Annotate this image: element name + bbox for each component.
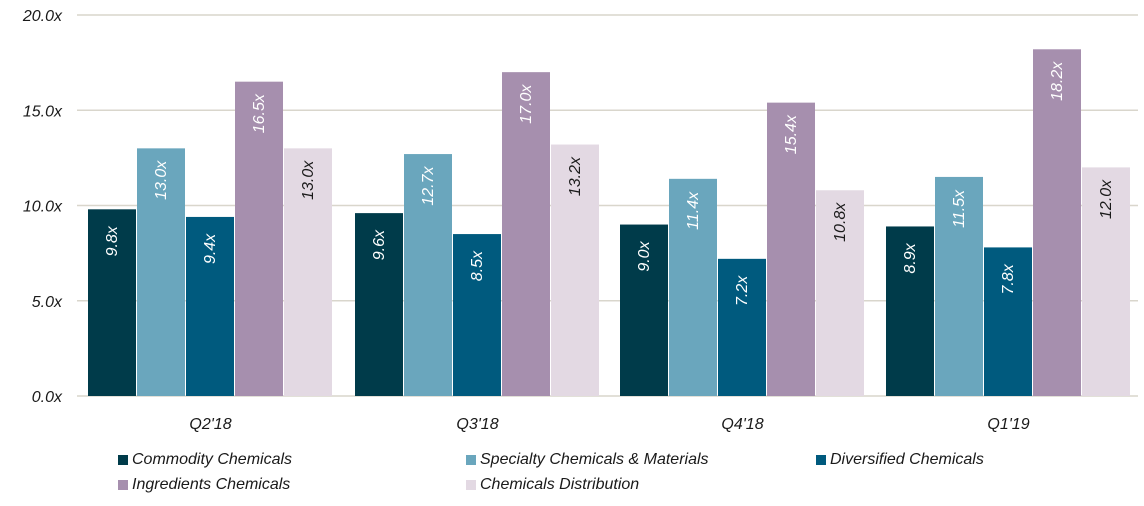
bar: [816, 190, 864, 396]
bar: [718, 258, 766, 396]
bar: [935, 176, 983, 396]
data-label: 18.2x: [1049, 61, 1066, 101]
data-label: 9.8x: [104, 225, 121, 256]
data-label: 10.8x: [832, 202, 849, 242]
data-label: 16.5x: [251, 93, 268, 133]
data-label: 7.8x: [1000, 263, 1017, 294]
y-tick-label: 20.0x: [22, 8, 63, 25]
bar: [886, 226, 934, 396]
data-label: 12.0x: [1098, 179, 1115, 219]
bar: [186, 216, 234, 396]
y-tick-label: 10.0x: [23, 199, 63, 216]
bar: [137, 148, 185, 396]
bar: [551, 144, 599, 396]
bar: [355, 213, 403, 396]
data-label: 9.0x: [636, 240, 653, 271]
x-tick-label: Q3'18: [456, 416, 498, 433]
data-labels: 9.8x 13.0x 9.4x 16.5x 13.0x 9.6x 12.7x 8.5x 17.0…: [104, 61, 1115, 306]
x-tick-label: Q1'19: [987, 416, 1029, 433]
x-tick-label: Q2'18: [189, 416, 231, 433]
bar: [1082, 167, 1130, 396]
y-axis: 0.0x 5.0x 10.0x 15.0x 20.0x: [22, 8, 63, 406]
bar: [453, 234, 501, 396]
data-label: 7.2x: [734, 275, 751, 306]
bar: [767, 102, 815, 396]
y-tick-label: 5.0x: [32, 294, 63, 311]
data-label: 11.4x: [685, 191, 702, 230]
bar: [88, 209, 136, 396]
bars: [88, 49, 1130, 397]
bar: [1033, 49, 1081, 396]
y-tick-label: 0.0x: [32, 389, 63, 406]
bar: [620, 224, 668, 396]
data-label: 8.9x: [902, 242, 919, 273]
data-label: 9.6x: [371, 229, 388, 260]
bar: [984, 247, 1032, 396]
data-label: 13.2x: [567, 156, 584, 196]
bar: [669, 178, 717, 396]
bar: [502, 72, 550, 397]
x-axis: Q2'18 Q3'18 Q4'18 Q1'19: [189, 416, 1029, 433]
data-label: 15.4x: [783, 114, 800, 154]
data-label: 11.5x: [951, 189, 968, 228]
data-label: 13.0x: [153, 160, 170, 200]
bar: [284, 148, 332, 396]
data-label: 13.0x: [300, 160, 317, 200]
data-label: 8.5x: [469, 250, 486, 281]
bar: [404, 154, 452, 396]
bar: [235, 81, 283, 397]
y-tick-label: 15.0x: [23, 103, 63, 120]
data-label: 17.0x: [518, 84, 535, 124]
x-tick-label: Q4'18: [721, 416, 763, 433]
data-label: 9.4x: [202, 233, 219, 264]
data-label: 12.7x: [420, 165, 437, 205]
